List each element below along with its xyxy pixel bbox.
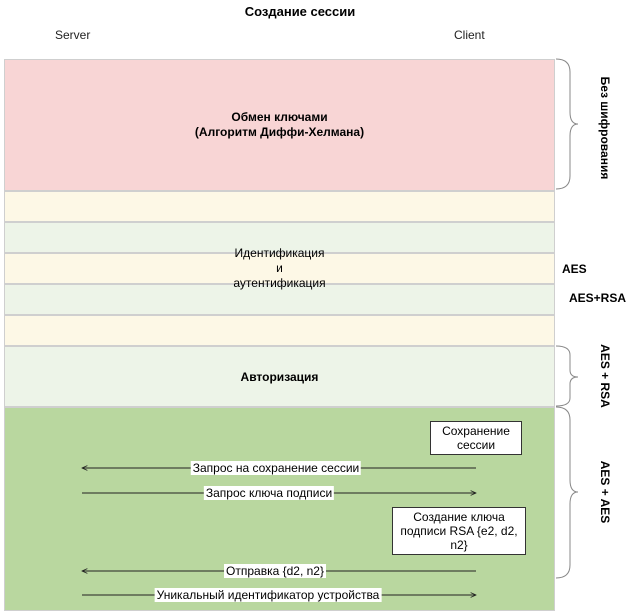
- cream-band-1: [4, 191, 555, 222]
- label-aes-rsa: AES+RSA: [569, 291, 627, 305]
- message-label-3: Отправка {d2, n2}: [224, 564, 326, 578]
- note-create-key-line-2: подписи RSA {e2, d2,: [400, 524, 518, 538]
- light-green-band-2: [4, 284, 555, 315]
- identification-line-3: аутентификация: [233, 276, 326, 290]
- label-aes-plus-rsa: AES + RSA: [598, 344, 612, 408]
- label-aes-plus-aes: AES + AES: [598, 460, 612, 524]
- authorization-band: [4, 346, 555, 407]
- note-create-key-line-1: Создание ключа: [413, 510, 505, 524]
- cream-band-3: [4, 315, 555, 346]
- client-label: Client: [454, 28, 485, 42]
- key-exchange-subtitle: (Алгоритм Диффи-Хелмана): [194, 125, 365, 139]
- label-aes: AES: [562, 262, 587, 276]
- diagram-title: Создание сессии: [244, 4, 356, 19]
- server-label: Server: [55, 28, 91, 42]
- identification-line-1: Идентификация: [234, 246, 325, 260]
- authorization-label: Авторизация: [240, 370, 319, 384]
- note-create-key-line-3: n2}: [450, 538, 468, 552]
- message-label-4: Уникальный идентификатор устройства: [154, 588, 382, 602]
- note-save-session: Сохранение сессии: [430, 421, 522, 455]
- key-exchange-title: Обмен ключами: [231, 110, 328, 124]
- cream-band-2: [4, 253, 555, 284]
- bracket-session: [555, 406, 579, 579]
- note-save-session-line-2: сессии: [456, 438, 496, 452]
- bracket-authorization: [555, 345, 579, 407]
- message-label-2: Запрос ключа подписи: [203, 486, 335, 500]
- identification-line-2: и: [276, 261, 283, 275]
- bracket-no-encryption: [555, 58, 579, 190]
- message-label-1: Запрос на сохранение сессии: [190, 461, 362, 475]
- note-create-key: Создание ключа подписи RSA {e2, d2, n2}: [392, 507, 526, 555]
- key-exchange-band: [4, 59, 555, 191]
- note-save-session-line-1: Сохранение: [442, 424, 510, 438]
- label-no-encryption: Без шифрования: [598, 76, 612, 180]
- light-green-band-1: [4, 222, 555, 253]
